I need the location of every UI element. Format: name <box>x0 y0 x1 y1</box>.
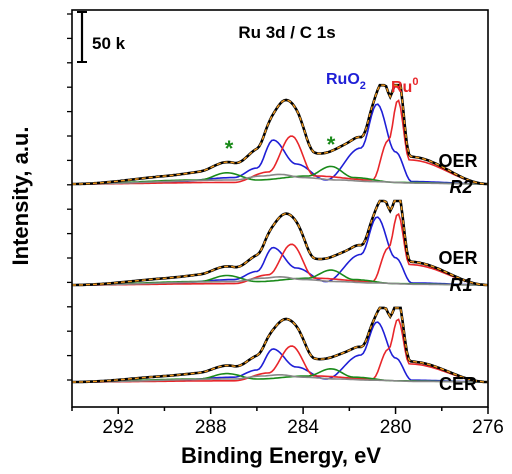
satellite-marker-1: * <box>225 136 234 161</box>
component-curve <box>72 374 488 383</box>
axes: 292 288 284 280 276 <box>67 13 504 438</box>
component-curve <box>72 99 488 185</box>
satellite-marker-2: * <box>327 132 336 157</box>
x-tick-label: 276 <box>472 417 504 438</box>
envelope-curve <box>72 199 488 287</box>
peak-label-ru0: Ru0 <box>391 76 418 96</box>
fit-curve <box>72 200 488 286</box>
component-curve <box>72 321 488 383</box>
panel-label-r1-line2: R1 <box>449 275 472 295</box>
x-tick-label: 292 <box>102 417 134 438</box>
component-curve <box>72 275 488 286</box>
fit-curve <box>72 307 488 383</box>
x-tick-label: 280 <box>380 417 412 438</box>
plot-frame <box>71 9 489 408</box>
component-curve <box>72 212 488 286</box>
x-tick-label: 284 <box>287 417 319 438</box>
y-axis-title: Intensity, a.u. <box>8 127 33 266</box>
chart-title: Ru 3d / C 1s <box>238 23 335 42</box>
component-curve <box>72 103 488 185</box>
scale-bar-label: 50 k <box>92 34 126 53</box>
component-curve <box>72 318 488 383</box>
envelope-curve <box>72 83 488 186</box>
peak-label-ru0-sup: 0 <box>412 76 418 88</box>
spectra-curves <box>72 83 488 384</box>
panel-label-r1-line1: OER <box>438 248 477 268</box>
component-curve <box>72 173 488 185</box>
fit-curve <box>72 84 488 185</box>
x-tick-label: 288 <box>195 417 227 438</box>
panel-label-cer: CER <box>439 374 477 394</box>
panel-label-r2-line2: R2 <box>449 177 472 197</box>
panel-label-r2-line1: OER <box>438 151 477 171</box>
envelope-curve <box>72 306 488 384</box>
component-curve <box>72 216 488 286</box>
x-axis-title: Binding Energy, eV <box>181 443 381 468</box>
peak-label-ruo2: RuO2 <box>326 71 366 92</box>
peak-label-ruo2-sub: 2 <box>360 80 366 92</box>
